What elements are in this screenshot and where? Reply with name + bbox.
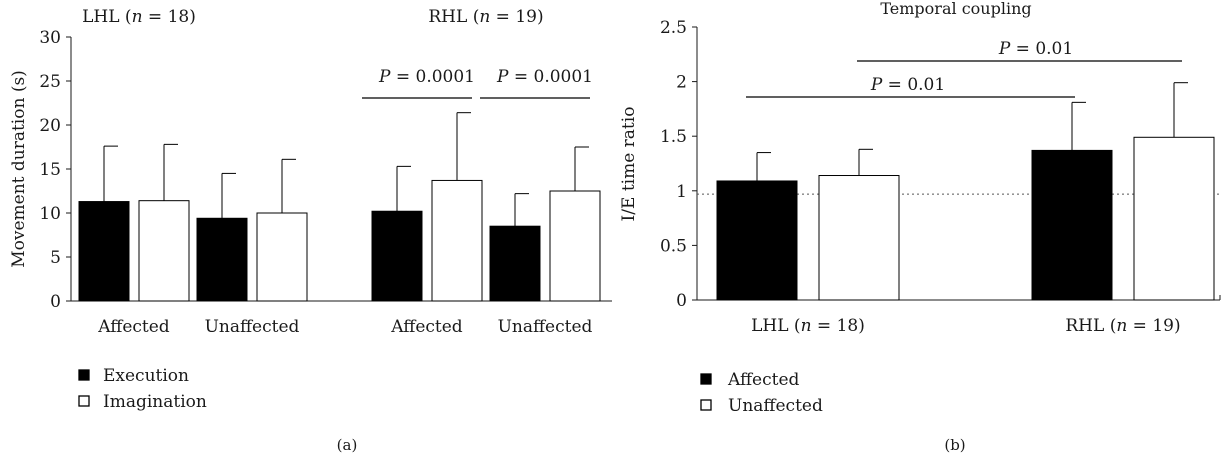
y-tick-label: 1.5 bbox=[660, 127, 687, 147]
significance-label: P = 0.0001 bbox=[378, 67, 475, 87]
group-label: RHL (n = 19) bbox=[428, 7, 543, 27]
y-tick-label: 5 bbox=[50, 248, 61, 268]
y-tick-label: 10 bbox=[39, 204, 61, 224]
bar-execution bbox=[78, 201, 130, 302]
y-tick-label: 0 bbox=[50, 292, 61, 312]
bar-affected bbox=[1031, 149, 1113, 301]
legend-swatch bbox=[78, 369, 90, 381]
y-tick-label: 2 bbox=[676, 73, 687, 93]
bar-execution bbox=[489, 225, 541, 302]
significance-label: P = 0.01 bbox=[870, 75, 945, 95]
group-label: LHL (n = 18) bbox=[82, 7, 196, 27]
bar-imagination bbox=[138, 200, 190, 302]
legend-label: Execution bbox=[103, 366, 189, 386]
bar-unaffected bbox=[1133, 136, 1215, 301]
bar-imagination bbox=[431, 179, 483, 302]
panel-label: (b) bbox=[944, 436, 965, 454]
y-tick-label: 25 bbox=[39, 72, 61, 92]
bar-execution bbox=[371, 210, 423, 302]
y-tick-label: 1 bbox=[676, 182, 687, 202]
bar-affected bbox=[716, 180, 798, 301]
bar-imagination bbox=[256, 212, 308, 302]
bar-imagination bbox=[549, 190, 601, 302]
bar-execution bbox=[196, 217, 248, 302]
legend-label: Unaffected bbox=[728, 396, 823, 416]
category-label: Affected bbox=[97, 317, 170, 337]
y-tick-label: 0 bbox=[676, 291, 687, 311]
y-tick-label: 2.5 bbox=[660, 18, 687, 38]
significance-label: P = 0.01 bbox=[998, 39, 1073, 59]
panel-label: (a) bbox=[337, 436, 358, 454]
panel-b: Temporal coupling I/E time ratio 0 0.5 1 1.5 2… bbox=[619, 0, 1221, 454]
legend-label: Affected bbox=[727, 370, 800, 390]
category-label: Unaffected bbox=[205, 317, 300, 337]
y-tick-label: 30 bbox=[39, 28, 61, 48]
legend-swatch bbox=[78, 395, 90, 407]
chart-title: Temporal coupling bbox=[880, 0, 1031, 18]
y-axis-label: I/E time ratio bbox=[619, 107, 639, 222]
category-label: Affected bbox=[390, 317, 463, 337]
significance-label: P = 0.0001 bbox=[496, 67, 593, 87]
y-tick-label: 20 bbox=[39, 116, 61, 136]
category-label: Unaffected bbox=[498, 317, 593, 337]
legend-swatch bbox=[700, 399, 712, 411]
category-label: RHL (n = 19) bbox=[1065, 316, 1180, 336]
bar-unaffected bbox=[818, 175, 900, 301]
y-axis-label: Movement duration (s) bbox=[9, 70, 29, 268]
panel-a: Movement duration (s) 0 5 10 15 20 25 30 Affecte… bbox=[9, 7, 612, 454]
y-tick-label: 15 bbox=[39, 160, 61, 180]
legend-label: Imagination bbox=[103, 392, 207, 412]
y-tick-label: 0.5 bbox=[660, 236, 687, 256]
legend-swatch bbox=[700, 373, 712, 385]
category-label: LHL (n = 18) bbox=[751, 316, 865, 336]
